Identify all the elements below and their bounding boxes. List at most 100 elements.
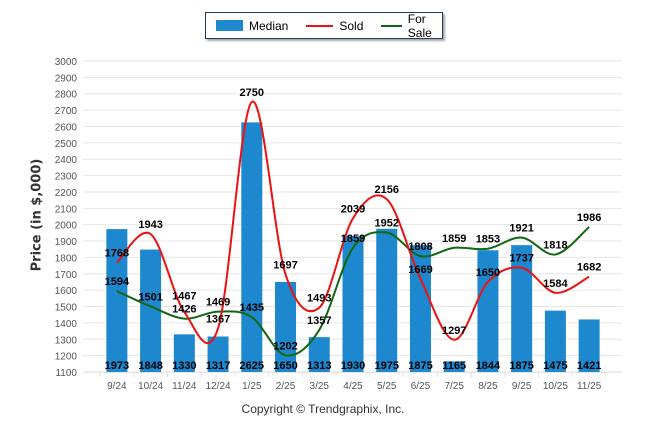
data-label-median: 1650 <box>273 360 297 372</box>
y-tick-label: 1600 <box>55 286 78 297</box>
data-label-median: 1475 <box>543 360 567 372</box>
y-tick-label: 1100 <box>55 368 77 379</box>
data-label-median: 1317 <box>206 360 230 372</box>
bar-median <box>544 310 566 372</box>
data-label-median: 1165 <box>442 360 466 372</box>
data-label-for-sale: 1859 <box>442 233 466 245</box>
legend-swatch-sold <box>306 24 334 27</box>
bar-median <box>342 236 364 372</box>
x-tick-label: 11/24 <box>172 381 197 392</box>
data-label-for-sale: 1921 <box>509 223 533 235</box>
legend-label-median: Median <box>249 18 289 33</box>
data-label-sold: 1682 <box>577 262 601 274</box>
data-label-median: 1930 <box>341 360 365 372</box>
data-label-for-sale: 1357 <box>307 315 331 327</box>
legend-swatch-for-sale <box>381 24 402 27</box>
bar-median <box>308 337 330 372</box>
y-tick-label: 1500 <box>55 303 78 314</box>
data-label-for-sale: 1818 <box>543 239 567 251</box>
data-label-sold: 1297 <box>442 325 466 337</box>
y-tick-label: 2700 <box>55 106 78 117</box>
x-tick-label: 6/25 <box>411 381 431 392</box>
data-label-sold: 1943 <box>138 219 162 231</box>
y-tick-label: 2800 <box>55 90 78 101</box>
y-tick-label: 2100 <box>55 204 78 215</box>
data-label-sold: 2039 <box>341 203 365 215</box>
y-tick-label: 1800 <box>55 253 78 264</box>
data-label-median: 1421 <box>577 360 601 372</box>
bar-median <box>241 122 263 372</box>
x-tick-label: 10/25 <box>543 381 568 392</box>
y-tick-label: 2900 <box>55 73 78 84</box>
data-label-median: 1848 <box>138 360 162 372</box>
legend-item-for-sale[interactable]: For Sale <box>381 12 442 40</box>
x-tick-label: 7/25 <box>444 381 464 392</box>
bar-median <box>477 250 499 372</box>
data-label-for-sale: 1594 <box>105 276 130 288</box>
y-tick-label: 2400 <box>55 155 78 166</box>
line-sold <box>116 100 590 345</box>
data-label-for-sale: 1986 <box>577 212 601 224</box>
bar-median <box>275 281 297 372</box>
data-label-sold: 1493 <box>307 293 331 305</box>
data-label-for-sale: 1808 <box>408 241 432 253</box>
data-label-sold: 2750 <box>240 87 264 99</box>
legend-swatch-median <box>216 20 243 31</box>
data-label-for-sale: 1952 <box>374 218 398 230</box>
bar-median <box>106 229 128 372</box>
x-tick-label: 5/25 <box>377 381 397 392</box>
bar-median <box>173 334 195 372</box>
data-label-median: 2625 <box>240 360 264 372</box>
data-label-sold: 1697 <box>273 259 297 271</box>
bar-median <box>140 249 162 372</box>
copyright-text: Copyright © Trendgraphix, Inc. <box>241 402 405 416</box>
bar-median <box>376 228 398 372</box>
x-tick-label: 1/25 <box>242 381 262 392</box>
x-tick-label: 2/25 <box>276 381 296 392</box>
x-tick-label: 11/25 <box>577 381 602 392</box>
data-label-median: 1313 <box>307 360 331 372</box>
y-tick-label: 1300 <box>55 335 78 346</box>
y-axis-ticks: 1100 1200 1300 1400 1500 1600 1700 1800 1900 2000… <box>55 57 78 379</box>
legend: Median Sold For Sale <box>205 12 443 40</box>
legend-item-median[interactable]: Median <box>216 19 288 33</box>
bar-median <box>578 319 600 372</box>
data-label-median: 1973 <box>105 360 129 372</box>
bar-median <box>511 245 533 372</box>
x-tick-label: 9/24 <box>107 381 127 392</box>
y-tick-label: 3000 <box>55 57 78 68</box>
data-label-median: 1844 <box>476 360 501 372</box>
series-lines <box>116 100 590 357</box>
x-tick-label: 9/25 <box>512 381 532 392</box>
legend-label-for-sale: For Sale <box>407 11 432 40</box>
x-tick-label: 12/24 <box>206 381 231 392</box>
data-label-sold: 1737 <box>509 253 533 265</box>
y-tick-label: 1400 <box>55 319 78 330</box>
x-tick-label: 3/25 <box>310 381 330 392</box>
data-label-median: 1330 <box>172 360 196 372</box>
data-label-sold: 1467 <box>172 291 196 303</box>
data-label-for-sale: 1435 <box>240 302 264 314</box>
data-label-for-sale: 1853 <box>476 234 500 246</box>
y-axis-title: Price (in $,000) <box>29 158 45 272</box>
line-for-sale <box>116 226 590 357</box>
x-tick-label: 4/25 <box>343 381 363 392</box>
legend-item-sold[interactable]: Sold <box>306 19 363 33</box>
data-label-median: 1975 <box>374 360 398 372</box>
legend-label-sold: Sold <box>339 18 364 33</box>
data-label-for-sale: 1202 <box>273 340 297 352</box>
bars-median <box>106 122 600 372</box>
data-label-for-sale: 1859 <box>341 233 365 245</box>
bar-median <box>409 245 431 372</box>
y-tick-label: 1900 <box>55 237 78 248</box>
data-label-median: 1875 <box>408 360 432 372</box>
y-tick-label: 2000 <box>55 221 78 232</box>
data-label-sold: 1367 <box>206 313 230 325</box>
y-tick-label: 2300 <box>55 172 78 183</box>
y-tick-label: 1700 <box>55 270 78 281</box>
y-tick-label: 2200 <box>55 188 78 199</box>
y-tick-label: 2600 <box>55 122 78 133</box>
data-label-sold: 2156 <box>374 184 398 196</box>
